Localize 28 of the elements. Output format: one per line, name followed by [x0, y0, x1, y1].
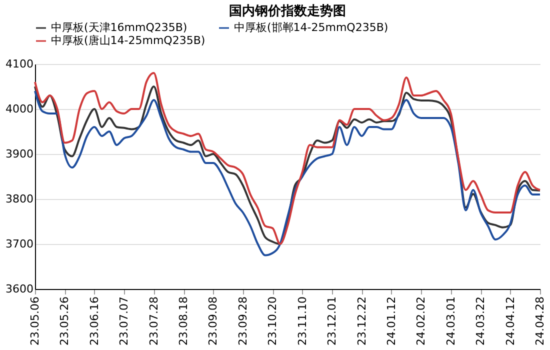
- x-tick-label: 23.06.16: [88, 296, 101, 346]
- y-tick-label: 4000: [6, 102, 34, 116]
- x-tick-label: 23.05.06: [28, 296, 42, 346]
- x-tick-label: 23.12.01: [326, 296, 339, 346]
- y-tick-label: 4100: [6, 58, 34, 70]
- x-tick-label: 23.11.10: [296, 296, 309, 346]
- y-tick-label: 3700: [6, 238, 34, 250]
- x-tick-label: 23.05.26: [58, 296, 72, 346]
- legend-label: 中厚板(唐山14-25mmQ235B): [51, 34, 206, 47]
- x-tick-label: 24.02.02: [414, 296, 428, 346]
- x-tick-label: 24.04.28: [534, 296, 546, 346]
- legend-label: 中厚板(邯郸14-25mmQ235B): [234, 21, 388, 34]
- y-tick-label: 3800: [6, 192, 34, 206]
- x-tick-label: 23.08.18: [177, 296, 190, 346]
- x-tick-label: 24.03.01: [444, 296, 458, 346]
- chart-title: 国内钢价指数走势图: [229, 3, 346, 19]
- y-tick-label: 3600: [6, 282, 34, 296]
- y-tick-label: 3900: [6, 148, 34, 160]
- x-tick-label: 24.03.22: [474, 296, 488, 346]
- x-tick-label: 23.07.28: [147, 296, 160, 346]
- x-tick-label: 23.07.07: [118, 296, 131, 346]
- x-tick-label: 24.04.12: [504, 296, 517, 346]
- x-tick-label: 23.09.28: [236, 296, 250, 346]
- x-tick-label: 23.12.22: [355, 296, 368, 346]
- x-tick-label: 24.01.12: [384, 296, 398, 346]
- legend-label: 中厚板(天津16mmQ235B): [51, 21, 188, 34]
- x-tick-label: 23.09.08: [206, 296, 220, 346]
- x-tick-label: 23.10.20: [266, 296, 280, 346]
